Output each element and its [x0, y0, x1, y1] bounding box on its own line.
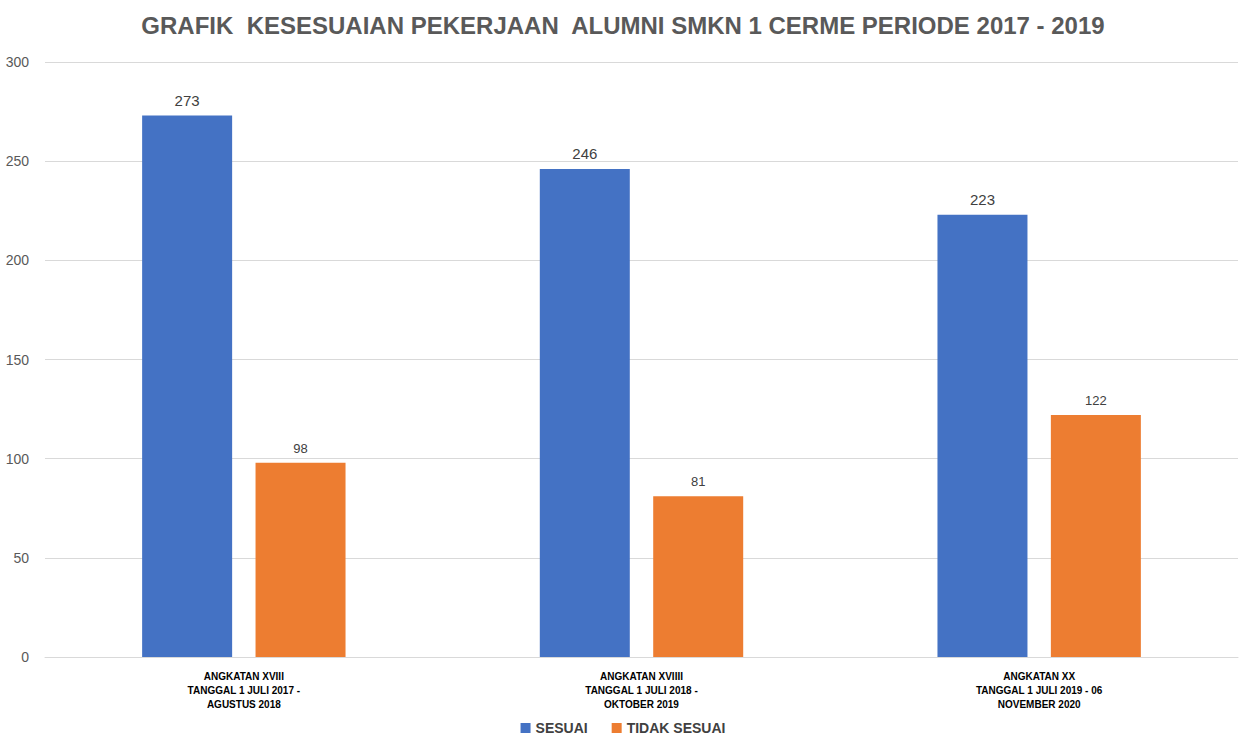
svg-text:200: 200: [6, 252, 30, 268]
svg-text:GRAFIK KESESUAIAN PEKERJAAN: GRAFIK KESESUAIAN PEKERJAAN ALUMNI SMKN …: [141, 12, 1104, 39]
svg-text:250: 250: [6, 153, 30, 169]
svg-text:ANGKATAN XX: ANGKATAN XX: [1003, 671, 1075, 682]
svg-text:TIDAK SESUAI: TIDAK SESUAI: [627, 720, 726, 736]
svg-text:ANGKATAN XVIII: ANGKATAN XVIII: [204, 671, 284, 682]
svg-text:0: 0: [21, 649, 29, 665]
svg-text:150: 150: [6, 352, 30, 368]
svg-text:300: 300: [6, 54, 30, 70]
svg-text:50: 50: [13, 550, 29, 566]
svg-text:273: 273: [175, 92, 200, 109]
svg-text:98: 98: [293, 441, 307, 456]
svg-text:81: 81: [691, 474, 705, 489]
svg-text:SESUAI: SESUAI: [536, 720, 588, 736]
svg-text:122: 122: [1085, 393, 1107, 408]
svg-text:TANGGAL 1 JULI 2017 -: TANGGAL 1 JULI 2017 -: [188, 685, 300, 696]
svg-text:100: 100: [6, 451, 30, 467]
svg-text:ANGKATAN XVIIII: ANGKATAN XVIIII: [600, 671, 683, 682]
svg-text:223: 223: [970, 191, 995, 208]
svg-text:TANGGAL 1 JULI 2019 - 06: TANGGAL 1 JULI 2019 - 06: [976, 685, 1103, 696]
svg-text:AGUSTUS 2018: AGUSTUS 2018: [207, 699, 281, 710]
svg-text:OKTOBER 2019: OKTOBER 2019: [604, 699, 679, 710]
svg-text:NOVEMBER 2020: NOVEMBER 2020: [998, 699, 1081, 710]
svg-text:246: 246: [572, 145, 597, 162]
svg-text:TANGGAL 1 JULI 2018 -: TANGGAL 1 JULI 2018 -: [585, 685, 697, 696]
